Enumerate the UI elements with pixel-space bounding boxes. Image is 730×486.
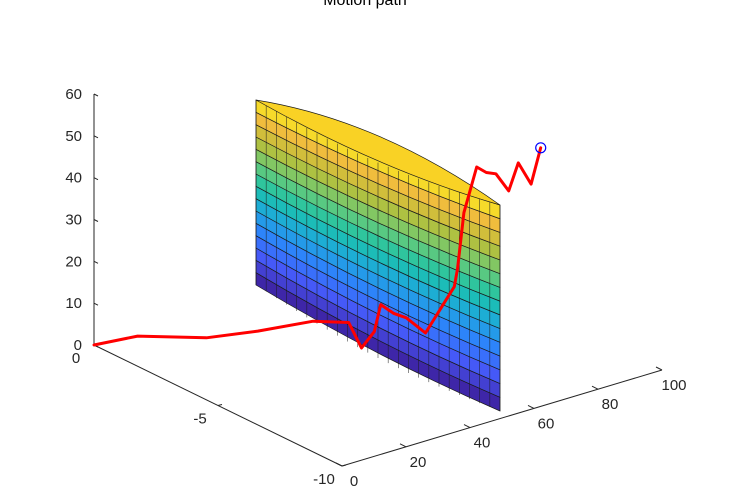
x-tick-mark [655,366,663,371]
z-tick-mark [93,219,99,222]
z-tick-label: 20 [65,253,82,270]
x-tick-label: 60 [538,415,555,432]
x-tick-mark [335,462,343,467]
z-tick-mark [93,177,99,181]
x-tick-mark [527,404,535,409]
z-tick-label: 50 [65,128,82,145]
y-tick-mark [217,404,223,406]
z-tick-label: 60 [65,86,82,103]
x-tick-mark [591,385,599,390]
z-tick-label: 30 [65,212,82,229]
y-tick-mark [341,464,347,467]
z-tick-mark [93,260,99,264]
x-ticks: 0 20 40 60 80 100 [335,366,687,486]
z-tick-mark [93,93,99,97]
x-tick-label: 100 [661,377,686,394]
y-tick-label: -10 [313,471,335,486]
z-ticks: 0 10 20 30 40 50 60 [65,86,99,354]
motion-path-line [92,146,543,350]
z-tick-mark [93,302,99,306]
cylinder-surface [255,99,501,412]
x-tick-mark [463,424,471,429]
y-tick-label: 0 [72,350,80,367]
y-tick-label: -5 [193,411,206,428]
x-tick-label: 40 [474,435,491,452]
x-axis-line [341,369,663,467]
z-tick-label: 0 [74,337,82,354]
chart-title: Motion path [323,0,407,9]
z-tick-mark [93,135,99,139]
z-tick-label: 40 [65,170,82,187]
x-tick-label: 20 [410,454,427,471]
x-tick-label: 0 [350,473,358,486]
x-tick-label: 80 [602,396,619,413]
x-tick-mark [399,443,407,448]
y-ticks: 0 -5 -10 [72,343,347,486]
end-marker [535,142,547,154]
z-tick-label: 10 [65,295,82,312]
